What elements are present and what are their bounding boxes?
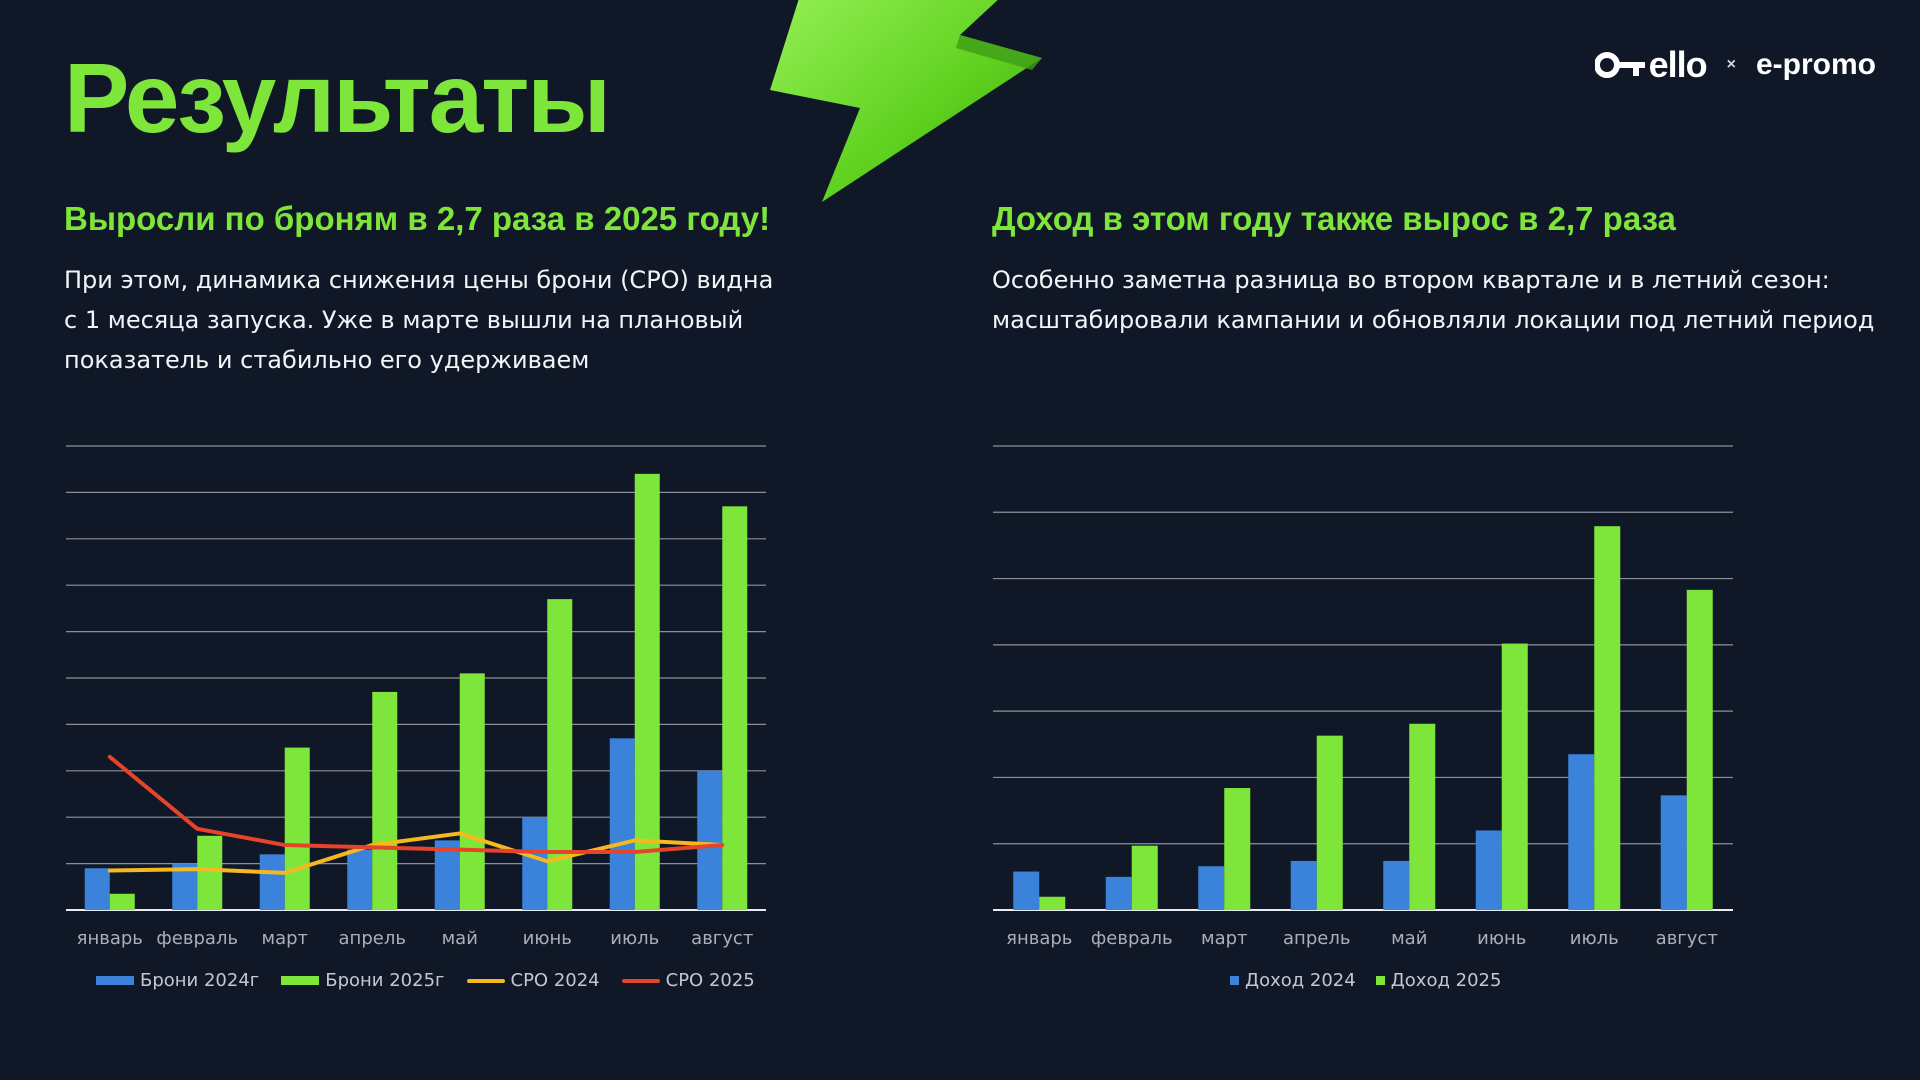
x-tick-label: март [1201, 928, 1248, 949]
legend-item: Брони 2024г [96, 970, 259, 991]
bar-Брони 2025г-май [459, 673, 485, 910]
revenue-chart-plot: январь февраль март апрель май июнь июль август [993, 445, 1733, 949]
legend-item: CPO 2024 [466, 970, 600, 991]
legend-label: Доход 2024 [1245, 970, 1356, 991]
bookings-legend: Брони 2024г Брони 2025г CPO 2024 CPO 202… [96, 970, 755, 991]
bar-Брони 2024г-август [697, 770, 723, 910]
left-heading: Выросли по броням в 2,7 раза в 2025 году… [64, 200, 771, 237]
legend-label: Доход 2025 [1390, 970, 1502, 991]
bar-Доход 2025-январь [1039, 896, 1066, 910]
left-description: При этом, динамика снижения цены брони (… [64, 266, 774, 374]
bar-Доход 2024-июль [1568, 754, 1595, 910]
bar-Доход 2024-январь [1013, 871, 1040, 910]
legend-item: CPO 2025 [621, 970, 755, 991]
legend-swatch [621, 978, 660, 983]
x-tick-label: февраль [156, 928, 238, 949]
legend-swatch [281, 976, 320, 985]
legend-swatch [466, 978, 505, 983]
key-icon [1594, 52, 1645, 78]
x-tick-label: июнь [1477, 928, 1526, 949]
bar-Доход 2024-июнь [1475, 830, 1502, 910]
partner-logos: ello × e-promo [1594, 44, 1876, 86]
bar-Брони 2025г-июнь [547, 599, 573, 910]
logo-separator: × [1726, 56, 1736, 73]
x-tick-label: август [1656, 928, 1718, 949]
bar-Брони 2024г-июнь [522, 817, 548, 910]
bar-Доход 2024-август [1660, 795, 1687, 910]
x-tick-label: июнь [523, 928, 572, 949]
legend-swatch [1230, 976, 1239, 985]
bar-Брони 2025г-июль [634, 473, 660, 910]
legend-label: Брони 2025г [325, 970, 445, 991]
bar-Доход 2025-апрель [1316, 735, 1343, 910]
line-CPO 2024 [107, 831, 725, 875]
otello-logo-text: ello [1648, 44, 1708, 85]
x-tick-label: август [691, 928, 753, 949]
bar-Брони 2024г-март [259, 854, 285, 910]
revenue-chart: январь февраль март апрель май июнь июль август… [960, 420, 1760, 1020]
bar-Брони 2025г-февраль [197, 835, 223, 910]
lightning-bolt-icon [770, 0, 1042, 202]
bookings-chart: январь февраль март апрель май июнь июль август… [0, 420, 800, 1020]
legend-item: Доход 2025 [1375, 970, 1502, 991]
x-tick-label: июль [1570, 928, 1619, 949]
x-tick-label: июль [610, 928, 659, 949]
x-tick-label: апрель [1283, 928, 1350, 949]
legend-label: Брони 2024г [140, 970, 260, 991]
bar-Брони 2025г-август [722, 506, 748, 910]
legend-label: CPO 2025 [665, 970, 755, 991]
right-description: Особенно заметна разница во втором кварт… [992, 266, 1875, 334]
legend-item: Доход 2024 [1230, 970, 1356, 991]
bar-Доход 2025-март [1224, 788, 1251, 910]
x-tick-label: март [261, 928, 308, 949]
bar-Брони 2025г-март [284, 747, 310, 910]
bar-Брони 2024г-июль [609, 738, 635, 910]
right-heading: Доход в этом году также вырос в 2,7 раза [992, 200, 1676, 237]
bar-Доход 2025-август [1686, 589, 1713, 910]
x-tick-label: май [1391, 928, 1427, 949]
page-title: Результаты [64, 43, 611, 153]
epromo-logo: e-promo [1756, 48, 1876, 81]
bar-Брони 2025г-январь [109, 893, 135, 910]
otello-logo: ello [1594, 44, 1708, 86]
bar-Доход 2024-март [1198, 866, 1225, 910]
x-tick-label: февраль [1091, 928, 1173, 949]
bar-Доход 2024-февраль [1105, 876, 1132, 910]
bar-Брони 2024г-май [434, 840, 460, 910]
revenue-legend: Доход 2024 Доход 2025 [1230, 970, 1501, 991]
legend-swatch [96, 976, 134, 985]
x-tick-label: январь [77, 928, 143, 949]
bar-Доход 2025-май [1409, 723, 1436, 910]
x-tick-label: январь [1006, 928, 1072, 949]
bar-Доход 2025-июнь [1501, 643, 1528, 910]
x-tick-label: май [442, 928, 478, 949]
bar-Брони 2024г-апрель [347, 849, 373, 910]
bar-Брони 2025г-апрель [372, 691, 398, 910]
legend-label: CPO 2024 [510, 970, 600, 991]
legend-swatch [1375, 976, 1385, 985]
bar-Доход 2025-июль [1594, 526, 1621, 910]
legend-item: Брони 2025г [281, 970, 445, 991]
bookings-chart-plot: январь февраль март апрель май июнь июль август [66, 445, 766, 949]
line-CPO 2025 [107, 754, 725, 854]
bar-Доход 2024-апрель [1290, 860, 1317, 910]
x-tick-label: апрель [339, 928, 406, 949]
bar-Брони 2024г-январь [84, 868, 110, 910]
bar-Доход 2025-февраль [1131, 845, 1158, 910]
bar-Доход 2024-май [1383, 860, 1410, 910]
